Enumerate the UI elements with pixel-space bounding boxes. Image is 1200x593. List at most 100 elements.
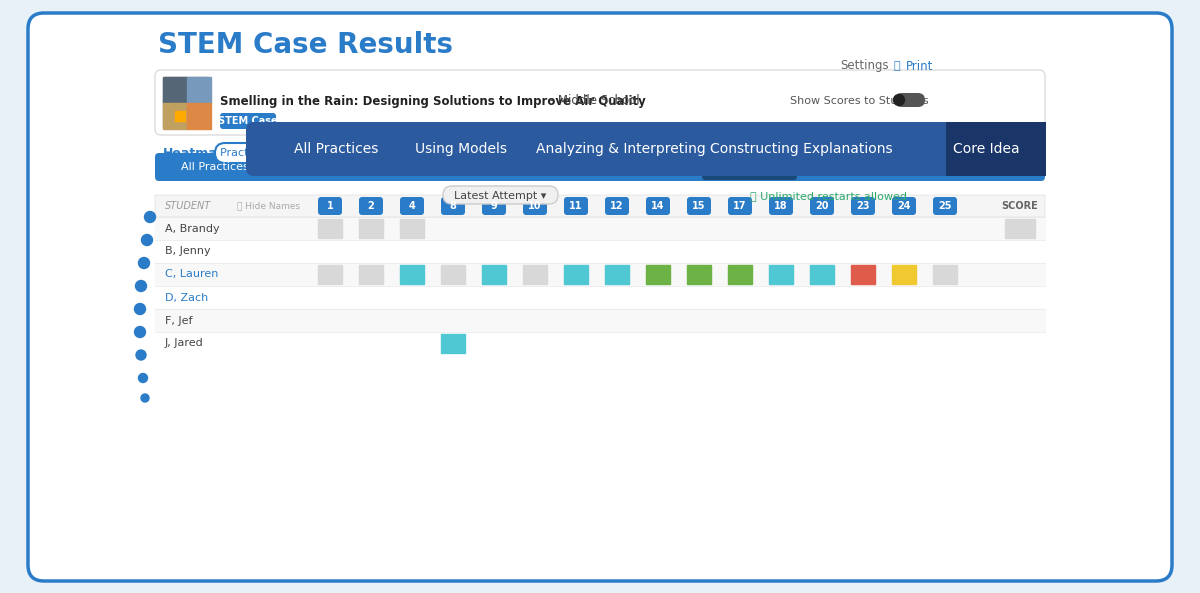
Bar: [155, 217, 1045, 240]
Text: Constructing Explanations: Constructing Explanations: [541, 162, 688, 172]
Text: ⓘ Unlimited restarts allowed: ⓘ Unlimited restarts allowed: [750, 191, 907, 201]
Text: ↺ Practices Over Time: ↺ Practices Over Time: [323, 148, 448, 158]
FancyBboxPatch shape: [523, 197, 547, 215]
Bar: [851, 265, 875, 284]
FancyBboxPatch shape: [686, 197, 710, 215]
Text: 12: 12: [611, 201, 624, 211]
FancyBboxPatch shape: [892, 197, 916, 215]
Bar: [892, 265, 916, 284]
FancyBboxPatch shape: [400, 197, 424, 215]
FancyBboxPatch shape: [215, 143, 314, 163]
Bar: [359, 219, 383, 238]
FancyBboxPatch shape: [443, 186, 558, 204]
Bar: [155, 332, 1045, 355]
Bar: [187, 103, 211, 129]
Bar: [155, 263, 1045, 286]
FancyBboxPatch shape: [220, 113, 276, 129]
Circle shape: [144, 212, 156, 222]
Text: STEM Case: STEM Case: [218, 116, 278, 126]
FancyBboxPatch shape: [28, 13, 1172, 581]
Bar: [155, 309, 1045, 332]
Text: Analyzing & Interpreting: Analyzing & Interpreting: [536, 142, 706, 156]
Circle shape: [142, 234, 152, 246]
FancyBboxPatch shape: [769, 197, 793, 215]
Text: 2: 2: [367, 201, 374, 211]
FancyBboxPatch shape: [934, 197, 958, 215]
Bar: [400, 219, 424, 238]
Text: All Practices: All Practices: [181, 162, 248, 172]
Text: Core Idea: Core Idea: [722, 162, 776, 172]
Text: B, Jenny: B, Jenny: [166, 247, 211, 257]
FancyBboxPatch shape: [155, 153, 1045, 181]
Text: 17: 17: [733, 201, 746, 211]
Text: 8: 8: [450, 201, 456, 211]
FancyBboxPatch shape: [564, 197, 588, 215]
Text: Print: Print: [906, 59, 934, 72]
FancyBboxPatch shape: [946, 122, 1046, 176]
Bar: [810, 265, 834, 284]
FancyBboxPatch shape: [155, 195, 1045, 217]
FancyBboxPatch shape: [155, 70, 1045, 135]
Text: Using Models: Using Models: [286, 162, 359, 172]
FancyBboxPatch shape: [482, 197, 506, 215]
Text: Heatmap: Heatmap: [163, 146, 227, 160]
Text: 18: 18: [774, 201, 788, 211]
Text: Practices View ▾: Practices View ▾: [221, 148, 310, 158]
Text: 4: 4: [409, 201, 415, 211]
Text: 23: 23: [857, 201, 870, 211]
Text: 10: 10: [528, 201, 541, 211]
Text: All Practices: All Practices: [294, 142, 378, 156]
Text: F, Jef: F, Jef: [166, 315, 192, 326]
Text: ⛔ Hide Names: ⛔ Hide Names: [238, 202, 300, 211]
Text: STUDENT: STUDENT: [166, 201, 211, 211]
FancyBboxPatch shape: [702, 154, 797, 180]
Circle shape: [138, 257, 150, 269]
Bar: [318, 265, 342, 284]
Text: 24: 24: [898, 201, 911, 211]
Text: 9: 9: [491, 201, 497, 211]
Circle shape: [894, 94, 905, 106]
FancyBboxPatch shape: [322, 143, 446, 163]
Text: Color Key ▾: Color Key ▾: [880, 146, 946, 160]
Bar: [442, 265, 466, 284]
Text: 1: 1: [326, 201, 334, 211]
Text: Constructing Explanations: Constructing Explanations: [709, 142, 893, 156]
Bar: [686, 265, 710, 284]
Bar: [564, 265, 588, 284]
FancyBboxPatch shape: [163, 77, 211, 129]
Bar: [934, 265, 958, 284]
Circle shape: [136, 280, 146, 292]
Text: Analyzing & Interpreting: Analyzing & Interpreting: [384, 162, 521, 172]
Circle shape: [142, 394, 149, 402]
Bar: [163, 103, 187, 129]
FancyBboxPatch shape: [810, 197, 834, 215]
Circle shape: [138, 374, 148, 382]
Text: C, Lauren: C, Lauren: [166, 269, 218, 279]
Bar: [155, 286, 1045, 309]
Text: 20: 20: [815, 201, 829, 211]
Text: 11: 11: [569, 201, 583, 211]
Text: SCORE: SCORE: [1002, 201, 1038, 211]
Bar: [155, 240, 1045, 263]
Text: STEM Case Results: STEM Case Results: [158, 31, 454, 59]
Circle shape: [134, 304, 145, 314]
Text: ⋮: ⋮: [935, 144, 952, 162]
Text: 14: 14: [652, 201, 665, 211]
Text: - Middle School: - Middle School: [546, 94, 640, 107]
FancyBboxPatch shape: [246, 122, 1046, 176]
Text: Smelling in the Rain: Designing Solutions to Improve Air Quality: Smelling in the Rain: Designing Solution…: [220, 94, 646, 107]
Bar: [187, 77, 211, 103]
Bar: [728, 265, 752, 284]
Circle shape: [136, 350, 146, 360]
Text: 🖨: 🖨: [893, 61, 900, 71]
Text: 25: 25: [938, 201, 952, 211]
FancyBboxPatch shape: [728, 197, 752, 215]
Text: Show Scores to Students: Show Scores to Students: [790, 96, 929, 106]
Text: D, Zach: D, Zach: [166, 292, 209, 302]
Text: A, Brandy: A, Brandy: [166, 224, 220, 234]
FancyBboxPatch shape: [605, 197, 629, 215]
Bar: [769, 265, 793, 284]
Bar: [1006, 219, 1034, 238]
Text: 15: 15: [692, 201, 706, 211]
Circle shape: [134, 327, 145, 337]
